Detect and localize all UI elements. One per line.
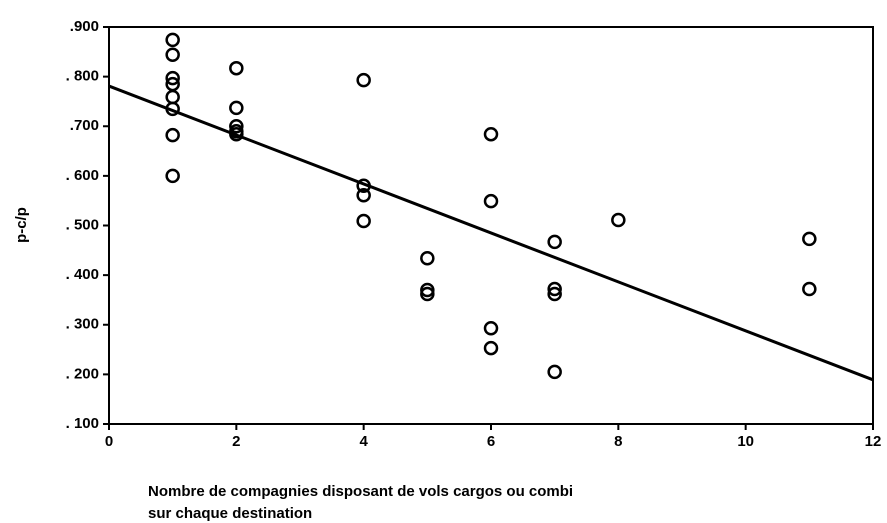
x-tick-label: 0 (105, 433, 113, 450)
point (229, 126, 244, 142)
point (165, 127, 180, 143)
x-axis-label: sur chaque destination (148, 505, 312, 522)
point (356, 72, 371, 88)
point (165, 32, 180, 48)
x-tick-label: 4 (359, 433, 368, 450)
y-tick-label: . 300 (66, 316, 99, 333)
point (547, 364, 562, 380)
y-tick-label: . 500 (66, 216, 99, 233)
point (483, 340, 499, 356)
x-axis-label: Nombre de compagnies disposant de vols c… (148, 483, 573, 500)
point (802, 281, 817, 297)
y-tick-label: . 200 (66, 365, 99, 382)
point (165, 47, 180, 63)
y-tick-label: . 100 (66, 415, 99, 432)
point (420, 286, 435, 302)
x-tick-label: 10 (737, 433, 754, 450)
point (356, 213, 371, 229)
point (229, 60, 244, 76)
x-tick-label: 6 (487, 433, 495, 450)
y-tick-label: . 600 (66, 167, 99, 184)
x-tick-label: 8 (614, 433, 622, 450)
point (229, 100, 244, 116)
y-tick-label: . 400 (66, 266, 99, 283)
y-tick-label: .900 (70, 18, 99, 35)
point (356, 178, 371, 194)
point (483, 193, 499, 209)
point (165, 168, 180, 184)
point (611, 212, 626, 228)
plot-frame (108, 26, 874, 425)
y-tick-label: . 800 (66, 68, 99, 85)
y-tick-label: .700 (70, 117, 99, 134)
point (547, 286, 562, 302)
point (165, 70, 180, 86)
point (229, 119, 244, 134)
y-axis-label: p-c/p (13, 207, 30, 243)
point (547, 234, 562, 250)
point (483, 126, 499, 142)
point (802, 231, 817, 247)
point (165, 89, 180, 105)
point (483, 320, 499, 336)
x-tick-label: 2 (232, 433, 240, 450)
point (420, 251, 435, 266)
point (547, 281, 562, 297)
point (165, 101, 180, 117)
regression-line (108, 84, 874, 382)
x-tick-label: 12 (865, 433, 882, 450)
point (356, 187, 371, 203)
